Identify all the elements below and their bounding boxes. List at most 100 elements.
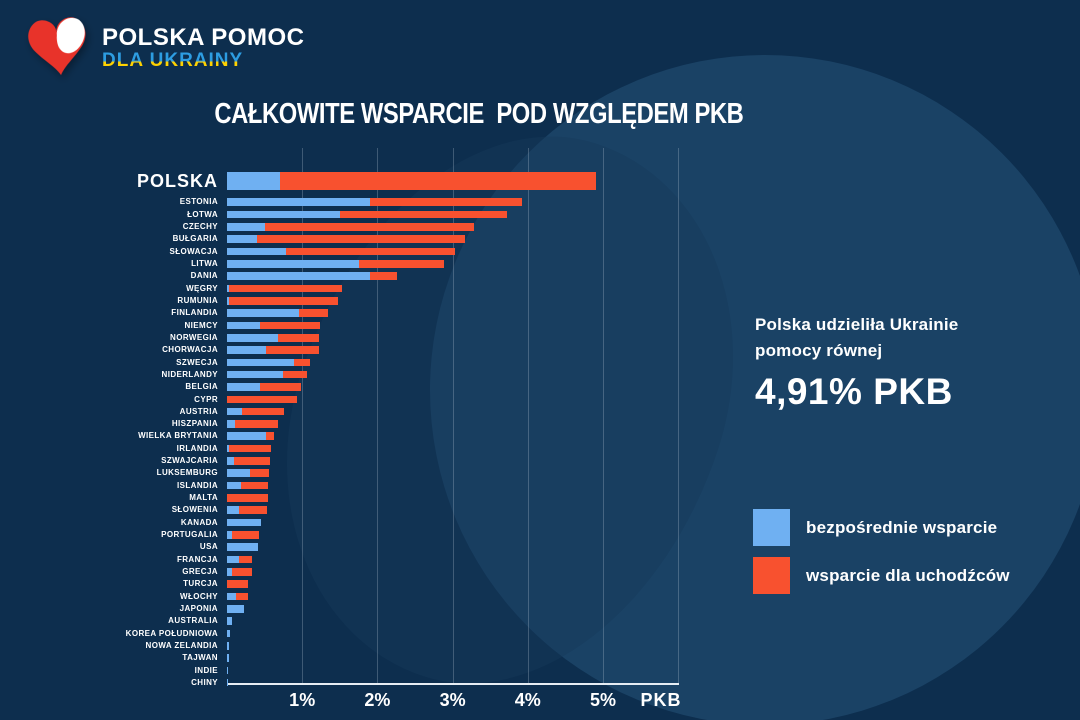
bar-direct [227,370,284,379]
bar-refugee [228,444,271,453]
row-label-luksemburg: LUKSEMBURG [156,468,218,478]
row-label-cypr: CYPR [194,394,218,404]
row-label-słowacja: SŁOWACJA [169,246,218,256]
row-label-francja: FRANCJA [176,554,218,564]
row-label-rumunia: RUMUNIA [177,295,218,305]
bar-refugee [250,469,270,478]
gridline [377,148,379,683]
brand-header: POLSKA POMOC DLA UKRAINY [22,14,304,78]
chart-legend: bezpośrednie wsparcie wsparcie dla uchod… [753,509,1010,605]
row-label-australia: AUSTRALIA [168,616,218,626]
row-label-słowenia: SŁOWENIA [171,505,218,515]
legend-swatch-refugee [753,557,790,594]
brand-text: POLSKA POMOC DLA UKRAINY [102,14,304,72]
row-label-czechy: CZECHY [182,222,218,232]
bar-direct [227,284,230,293]
bar-refugee [242,407,285,416]
row-label-litwa: LITWA [191,259,218,268]
row-label-grecja: GRECJA [182,567,218,576]
bar-direct [227,247,286,256]
row-label-malta: MALTA [189,493,218,503]
bar-direct [227,481,242,490]
bar-direct [227,678,229,687]
gridline [603,148,604,683]
bar-refugee [358,260,445,268]
bar-direct [227,346,267,354]
x-axis-unit-label: PKB [640,690,682,710]
bar-refugee [260,321,321,330]
bar-refugee [239,555,252,564]
bar-direct [227,444,229,453]
bar-refugee [278,333,320,342]
bar-direct [227,420,236,428]
highlight-value: 4,91% PKB [755,371,953,412]
bar-direct [227,531,232,539]
bar-refugee [233,457,270,465]
row-label-finlandia: FINLANDIA [171,308,218,318]
row-label-estonia: ESTONIA [179,197,218,207]
bar-direct [227,296,229,305]
bar-direct [227,654,229,662]
bar-refugee [227,494,268,502]
bar-direct [227,223,266,231]
bar-refugee [369,272,397,280]
bar-direct [227,333,279,342]
row-label-norwegia: NORWEGIA [170,332,218,342]
bar-direct [227,260,359,268]
heart-logo-icon [28,17,86,76]
bar-refugee [265,223,474,231]
x-tick-label: 4% [514,690,541,710]
bar-direct [227,309,300,317]
bar-direct [227,592,237,601]
highlight-line2: pomocy równej [755,341,883,360]
gridline [678,148,680,683]
legend-label-direct: bezpośrednie wsparcie [806,517,998,537]
bar-direct [227,617,233,625]
brand-line-dla-ukrainy: DLA UKRAINY [102,50,304,72]
bar-direct [227,210,340,219]
x-tick-label: 1% [289,690,316,710]
bar-direct [227,407,243,416]
bar-refugee [241,481,268,490]
bar-direct [227,604,245,613]
bar-refugee [266,346,319,354]
row-label-irlandia: IRLANDIA [176,443,218,453]
bar-refugee [231,568,252,576]
bar-direct [227,518,261,527]
bar-refugee [235,420,279,428]
bar-direct [227,235,258,243]
bar-refugee [283,370,307,379]
bar-direct [227,321,261,330]
row-label-dania: DANIA [190,271,218,281]
legend-swatch-direct [753,509,790,546]
legend-item-direct: bezpośrednie wsparcie [753,509,1010,546]
bar-direct [227,629,230,638]
bar-direct [227,457,234,465]
bar-direct [227,469,251,478]
bar-refugee [369,198,522,206]
bar-refugee [231,531,260,539]
bar-direct [227,543,258,551]
highlight-line1: Polska udzieliła Ukrainie [755,315,959,334]
bar-refugee [227,395,297,404]
bar-direct [227,198,370,206]
bar-direct [227,358,294,367]
bar-refugee [239,506,267,514]
bar-direct [227,432,267,441]
bar-refugee [229,284,343,293]
x-axis-line [227,683,679,685]
row-label-indie: INDIE [194,665,218,675]
bar-refugee [279,172,597,190]
bar-direct [227,506,240,514]
row-label-austria: AUSTRIA [179,406,218,416]
highlight-note: Polska udzieliła Ukrainie pomocy równej … [755,312,1055,414]
row-label-turcja: TURCJA [183,579,218,589]
row-label-szwajcaria: SZWAJCARIA [161,456,218,466]
x-tick-label: 2% [364,690,391,710]
bar-refugee [257,235,466,243]
bar-direct [227,383,261,391]
gridline [452,148,454,683]
brand-line-polska-pomoc: POLSKA POMOC [102,24,305,51]
row-label-kanada: KANADA [180,517,218,527]
row-label-łotwa: ŁOTWA [187,209,218,219]
